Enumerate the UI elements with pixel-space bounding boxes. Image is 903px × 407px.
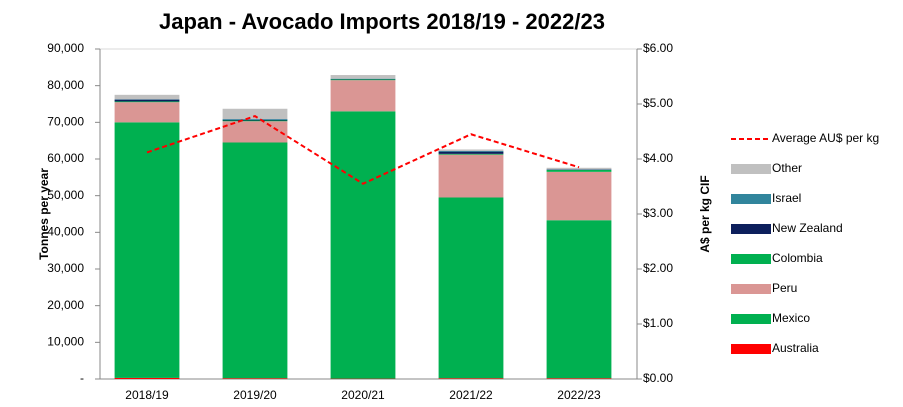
- bar-segment: [330, 80, 396, 112]
- y-tick-label: 80,000: [47, 78, 84, 92]
- bar-segment: [438, 149, 504, 151]
- y-tick-label: 70,000: [47, 115, 84, 129]
- bar-segment: [222, 142, 288, 379]
- y-tick-label: 90,000: [47, 41, 84, 55]
- y2-tick-label: $3.00: [643, 206, 673, 220]
- bar-segment: [438, 153, 504, 155]
- bar-segment: [546, 170, 612, 172]
- legend-swatch: [731, 194, 771, 204]
- bar-segment: [114, 99, 180, 102]
- legend-swatch: [731, 164, 771, 174]
- legend-label: Israel: [772, 191, 801, 205]
- y-tick-label: 50,000: [47, 188, 84, 202]
- bar-segment: [114, 102, 180, 123]
- bar-segment: [222, 108, 288, 120]
- y-tick-label: 20,000: [47, 298, 84, 312]
- x-tick-label: 2021/22: [449, 388, 493, 402]
- y-tick-label: 10,000: [47, 335, 84, 349]
- x-tick-label: 2019/20: [233, 388, 277, 402]
- legend-swatch: [731, 224, 771, 234]
- legend-swatch: [731, 254, 771, 264]
- legend-label: Mexico: [772, 311, 810, 325]
- x-tick-label: 2020/21: [341, 388, 385, 402]
- y-tick-label: 60,000: [47, 151, 84, 165]
- y-tick-label: 30,000: [47, 261, 84, 275]
- y2-axis-title: A$ per kg CIF: [698, 175, 712, 252]
- y2-tick-label: $4.00: [643, 151, 673, 165]
- bar-segment: [222, 378, 288, 379]
- legend-swatch: [731, 344, 771, 354]
- y2-tick-label: $1.00: [643, 316, 673, 330]
- y2-tick-label: $6.00: [643, 41, 673, 55]
- bar-segment: [114, 377, 180, 379]
- legend-label: Australia: [772, 341, 819, 355]
- bar-segment: [546, 378, 612, 379]
- bar-segment: [438, 150, 504, 152]
- y-tick-label: -: [80, 371, 84, 385]
- bar-segment: [438, 151, 504, 154]
- bar-segment: [222, 121, 288, 143]
- legend-label: New Zealand: [772, 221, 843, 235]
- bar-segment: [330, 111, 396, 379]
- legend-swatch: [731, 284, 771, 294]
- bar-segment: [222, 119, 288, 121]
- chart-title: Japan - Avocado Imports 2018/19 - 2022/2…: [159, 9, 605, 34]
- bar-segment: [222, 119, 288, 120]
- y2-tick-label: $2.00: [643, 261, 673, 275]
- legend-label: Colombia: [772, 251, 823, 265]
- y2-tick-label: $5.00: [643, 96, 673, 110]
- bar-segment: [330, 79, 396, 81]
- bar-segment: [438, 154, 504, 198]
- bar-segment: [546, 167, 612, 170]
- bar-segment: [546, 220, 612, 379]
- bar-segment: [114, 94, 180, 100]
- bar-segment: [114, 101, 180, 103]
- bar-segment: [438, 378, 504, 379]
- bar-segment: [330, 75, 396, 79]
- legend-label: Peru: [772, 281, 797, 295]
- bar-segment: [438, 197, 504, 379]
- legend-swatch: [731, 314, 771, 324]
- bar-segment: [222, 120, 288, 122]
- x-tick-label: 2018/19: [125, 388, 169, 402]
- legend-label: Average AU$ per kg: [772, 131, 879, 145]
- legend-label: Other: [772, 161, 802, 175]
- bar-segment: [546, 171, 612, 221]
- line-series: [146, 115, 580, 185]
- y-tick-label: 40,000: [47, 225, 84, 239]
- y2-tick-label: $0.00: [643, 371, 673, 385]
- bar-segment: [114, 122, 180, 378]
- x-tick-label: 2022/23: [557, 388, 601, 402]
- y-axis-title: Tonnes per year: [37, 168, 51, 260]
